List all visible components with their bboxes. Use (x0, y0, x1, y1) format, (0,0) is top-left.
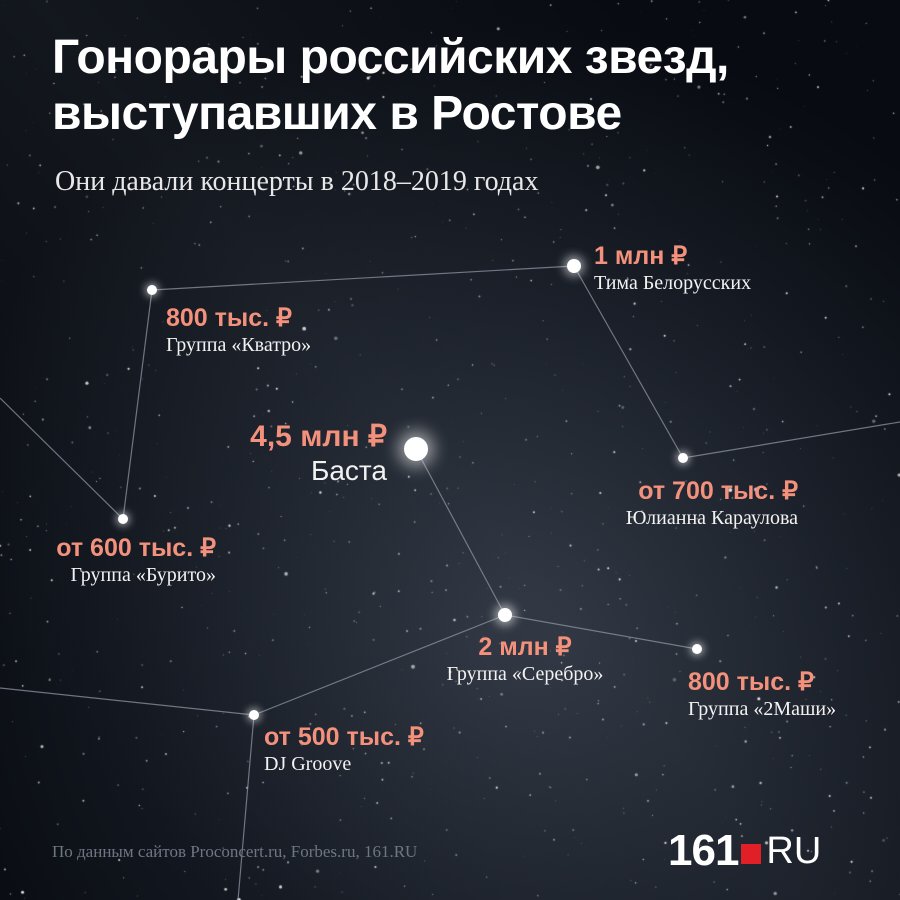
fee-value: от 700 тыс. ₽ (638, 477, 798, 505)
page-subtitle: Они давали концерты в 2018–2019 годах (55, 166, 539, 197)
star-burito (118, 514, 128, 524)
line-kvatro-tima (151, 265, 575, 291)
fee-value: 800 тыс. ₽ (166, 304, 292, 332)
line-tima-karaulova (573, 265, 684, 459)
fee-value: от 500 тыс. ₽ (264, 723, 424, 751)
line-serebro-djgroove (253, 614, 506, 716)
star-basta (404, 437, 428, 461)
star-2mashi (692, 644, 702, 654)
fee-value: 4,5 млн ₽ (250, 420, 387, 453)
line-karaulova-edge (682, 421, 900, 459)
artist-name: Группа «2Маши» (688, 698, 837, 720)
label-serebro: 2 млн ₽ Группа «Серебро» (420, 632, 630, 686)
star-djgroove (249, 710, 259, 720)
star-kvatro (147, 285, 157, 295)
artist-name: Юлианна Караулова (625, 507, 798, 529)
label-2mashi: 800 тыс. ₽ Группа «2Маши» (688, 667, 836, 721)
star-tima (567, 259, 581, 273)
page-title: Гонорары российских звезд, выступавших в… (52, 31, 729, 140)
logo-suffix: RU (766, 829, 822, 872)
line-serebro-2mashi (504, 614, 698, 650)
artist-name: Группа «Кватро» (166, 334, 312, 356)
label-djgroove: от 500 тыс. ₽ DJ Groove (264, 722, 424, 776)
artist-name: Тима Белорусских (594, 272, 752, 294)
label-basta: 4,5 млн ₽ Баста (225, 419, 387, 487)
logo-number: 161 (668, 826, 739, 875)
line-edge-djgroove (0, 687, 255, 716)
star-karaulova (678, 453, 688, 463)
line-basta-serebro (415, 448, 506, 616)
fee-value: 2 млн ₽ (478, 633, 572, 661)
fee-value: от 600 тыс. ₽ (56, 534, 216, 562)
line-kvatro-burito (122, 289, 153, 520)
label-tima: 1 млн ₽ Тима Белорусских (594, 241, 751, 295)
line-djgroove-edge (237, 714, 255, 900)
brand-logo: 161 RU (668, 826, 821, 876)
label-kvatro: 800 тыс. ₽ Группа «Кватро» (166, 303, 311, 357)
star-serebro (498, 608, 512, 622)
artist-name: DJ Groove (264, 753, 352, 775)
fee-value: 800 тыс. ₽ (688, 668, 814, 696)
label-burito: от 600 тыс. ₽ Группа «Бурито» (20, 533, 216, 587)
artist-name: Группа «Бурито» (70, 564, 217, 586)
source-note: По данным сайтов Proconcert.ru, Forbes.r… (52, 842, 418, 861)
fee-value: 1 млн ₽ (594, 242, 688, 270)
artist-name: Группа «Серебро» (446, 663, 604, 685)
label-karaulova: от 700 тыс. ₽ Юлианна Караулова (545, 476, 798, 530)
line-edge-burito (0, 397, 124, 520)
artist-name: Баста (310, 455, 387, 486)
logo-red-square-icon (741, 844, 762, 864)
